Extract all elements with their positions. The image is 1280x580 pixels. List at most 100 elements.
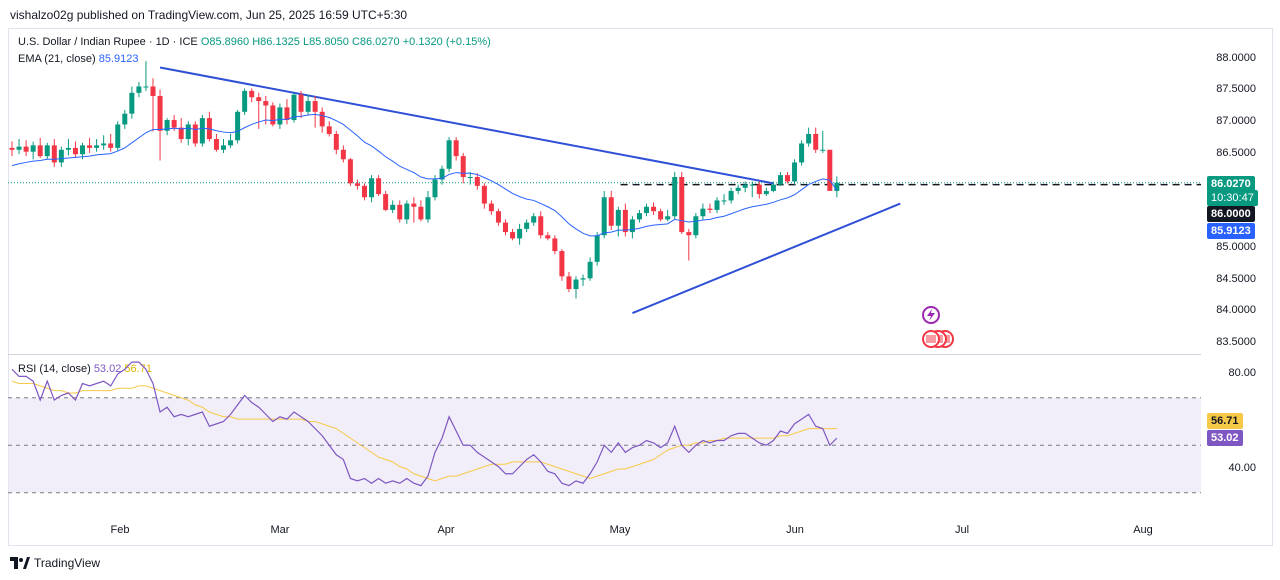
candle (249, 90, 255, 98)
candle (672, 177, 678, 217)
open-value: O85.8960 (200, 36, 250, 48)
ascending-trendline (632, 202, 901, 315)
candle (439, 168, 445, 180)
candle (629, 219, 635, 233)
candle (115, 124, 121, 148)
price-axis-label: 87.0000 (1216, 115, 1256, 127)
candle (644, 206, 649, 214)
candle (777, 175, 783, 185)
chart-frame (8, 28, 1273, 546)
candle (383, 194, 389, 210)
candle (531, 216, 537, 223)
candle (9, 147, 15, 150)
time-axis-label: May (609, 524, 631, 536)
candle (228, 140, 234, 146)
candle (362, 185, 367, 198)
candle (298, 94, 304, 112)
candle (559, 251, 565, 277)
candle (735, 187, 741, 191)
candle (658, 211, 664, 220)
candle (770, 184, 776, 191)
candle (347, 159, 353, 184)
candle (80, 145, 85, 155)
candle (354, 183, 360, 186)
candle (446, 140, 452, 169)
candle (30, 145, 36, 152)
candle (136, 86, 142, 93)
candle (573, 279, 579, 290)
candle (813, 133, 819, 150)
candle (827, 149, 833, 191)
candle (221, 145, 226, 150)
brand-name: TradingView (34, 556, 101, 570)
candle (213, 139, 219, 150)
candle (284, 107, 290, 121)
candle (749, 184, 755, 186)
candle (636, 213, 642, 220)
candle (58, 149, 64, 163)
candle (143, 86, 149, 88)
candle (622, 209, 628, 233)
candle (37, 145, 43, 157)
symbol-legend[interactable]: U.S. Dollar / Indian Rupee · 1D · ICE O8… (18, 36, 491, 48)
rsi-ma-value: 56.71 (124, 363, 152, 375)
ema-legend[interactable]: EMA (21, close) 85.9123 (18, 53, 138, 65)
ema-label: EMA (21, close) (18, 53, 96, 65)
candle (474, 177, 480, 186)
candle (524, 222, 530, 229)
candle (587, 261, 593, 279)
candle (707, 208, 713, 210)
time-axis-label: Aug (1133, 524, 1153, 536)
candle (326, 126, 332, 134)
time-axis-label: Jul (954, 524, 970, 536)
candle (665, 216, 671, 220)
candle (305, 101, 311, 112)
price-axis-label: 87.5000 (1216, 83, 1256, 95)
candle (763, 190, 769, 195)
time-axis-label: Jun (786, 524, 804, 536)
countdown-tag: 10:30:47 (1207, 190, 1258, 206)
change-value: +0.1320 (+0.15%) (402, 36, 491, 48)
tradingview-logo[interactable]: TradingView (10, 556, 100, 570)
candle (418, 206, 424, 220)
candle (178, 127, 184, 140)
rsi-tag: 53.02 (1207, 430, 1243, 446)
candle (679, 177, 685, 233)
time-axis-label: Feb (110, 524, 130, 536)
rsi-ma-tag: 56.71 (1207, 413, 1243, 429)
candle (256, 97, 262, 102)
price-axis-label: 84.5000 (1216, 273, 1256, 285)
candle (538, 216, 544, 236)
rsi-label: RSI (14, close) (18, 363, 91, 375)
candle (651, 206, 657, 212)
candle (488, 203, 494, 212)
candle (397, 204, 403, 220)
candle (756, 184, 762, 195)
rsi-legend[interactable]: RSI (14, close) 53.02 56.71 (18, 363, 152, 375)
candle (87, 145, 93, 148)
lightning-icon (927, 309, 935, 321)
close-value: C86.0270 (351, 36, 400, 48)
candle (157, 95, 163, 131)
rsi-axis-label: 40.00 (1228, 462, 1256, 474)
candle (700, 208, 706, 217)
candle (390, 204, 396, 210)
candle (503, 222, 508, 233)
candle (199, 118, 205, 144)
time-axis-label: Apr (437, 524, 455, 536)
price-axis-label: 85.0000 (1216, 241, 1256, 253)
candle (742, 184, 748, 188)
candle (122, 113, 128, 125)
candle (340, 149, 346, 160)
candle (495, 211, 501, 223)
candle (150, 86, 156, 96)
price-axis-label: 83.5000 (1216, 336, 1256, 348)
descending-trendline (159, 66, 774, 185)
candle (312, 101, 318, 112)
symbol-title: U.S. Dollar / Indian Rupee · 1D · ICE (18, 36, 198, 48)
pane-separator[interactable] (8, 354, 1201, 355)
candle (686, 232, 692, 236)
candle (799, 143, 805, 163)
candle (728, 190, 734, 201)
